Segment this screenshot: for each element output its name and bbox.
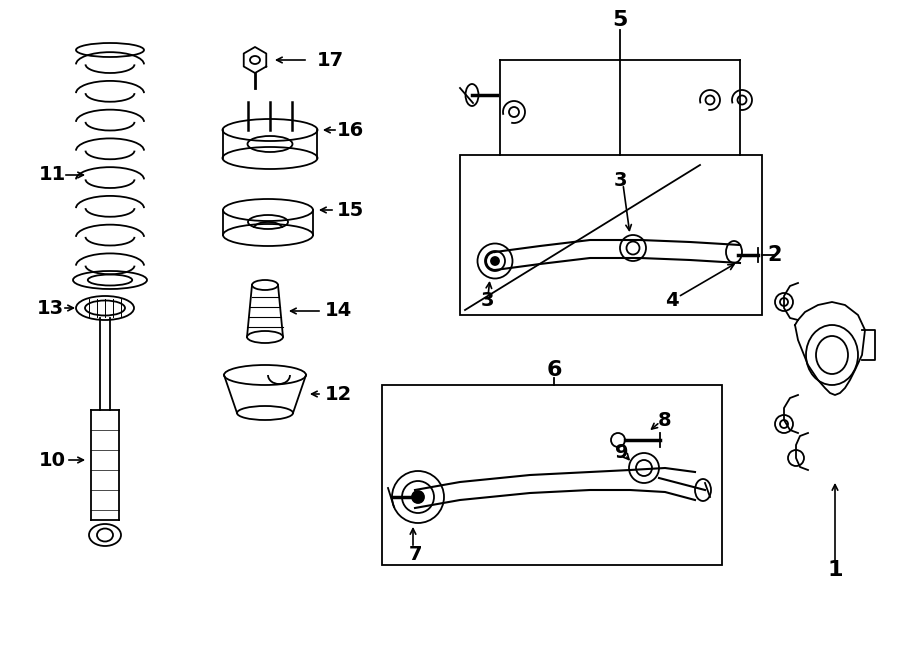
Text: 3: 3 — [481, 290, 494, 309]
Ellipse shape — [412, 491, 424, 503]
Text: 7: 7 — [409, 545, 422, 564]
Text: 8: 8 — [658, 410, 671, 430]
Text: 3: 3 — [613, 171, 626, 190]
Bar — [382, 385, 722, 565]
Text: 10: 10 — [39, 451, 66, 469]
Bar — [460, 155, 762, 315]
Text: 13: 13 — [36, 299, 64, 317]
Text: 1: 1 — [827, 560, 842, 580]
Text: 2: 2 — [768, 245, 782, 265]
Text: 14: 14 — [324, 301, 352, 321]
Text: 17: 17 — [317, 50, 344, 69]
Text: 16: 16 — [337, 120, 364, 139]
Text: 11: 11 — [39, 165, 66, 184]
Text: 9: 9 — [616, 442, 629, 461]
Text: 12: 12 — [324, 385, 352, 403]
Text: 6: 6 — [546, 360, 562, 380]
Ellipse shape — [491, 257, 499, 265]
Text: 15: 15 — [337, 200, 364, 219]
Text: 4: 4 — [665, 290, 679, 309]
Text: 5: 5 — [612, 10, 627, 30]
